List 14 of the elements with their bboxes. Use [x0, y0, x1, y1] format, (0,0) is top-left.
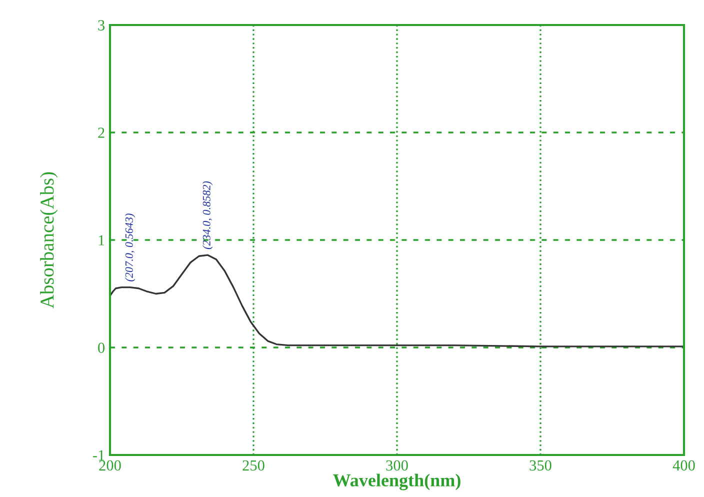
y-tick-label: 0 — [98, 342, 105, 353]
x-axis-title: Wavelength(nm) — [333, 474, 460, 490]
x-tick-label: 200 — [99, 460, 121, 471]
y-tick-label: 2 — [98, 128, 104, 138]
y-tick-label: -1 — [92, 450, 104, 460]
x-tick-label: 250 — [242, 460, 264, 471]
y-tick-label: 1 — [98, 235, 104, 246]
x-tick-label: 350 — [530, 460, 552, 471]
x-tick-label: 400 — [672, 460, 695, 471]
annotation: (234.0, 0.8582) — [202, 181, 213, 250]
y-tick-label: 3 — [98, 20, 105, 30]
annotation: (207.0, 0.5643) — [125, 214, 136, 282]
y-axis-title: Absorbance(Abs) — [40, 172, 58, 308]
x-tick-label: 300 — [386, 460, 408, 471]
